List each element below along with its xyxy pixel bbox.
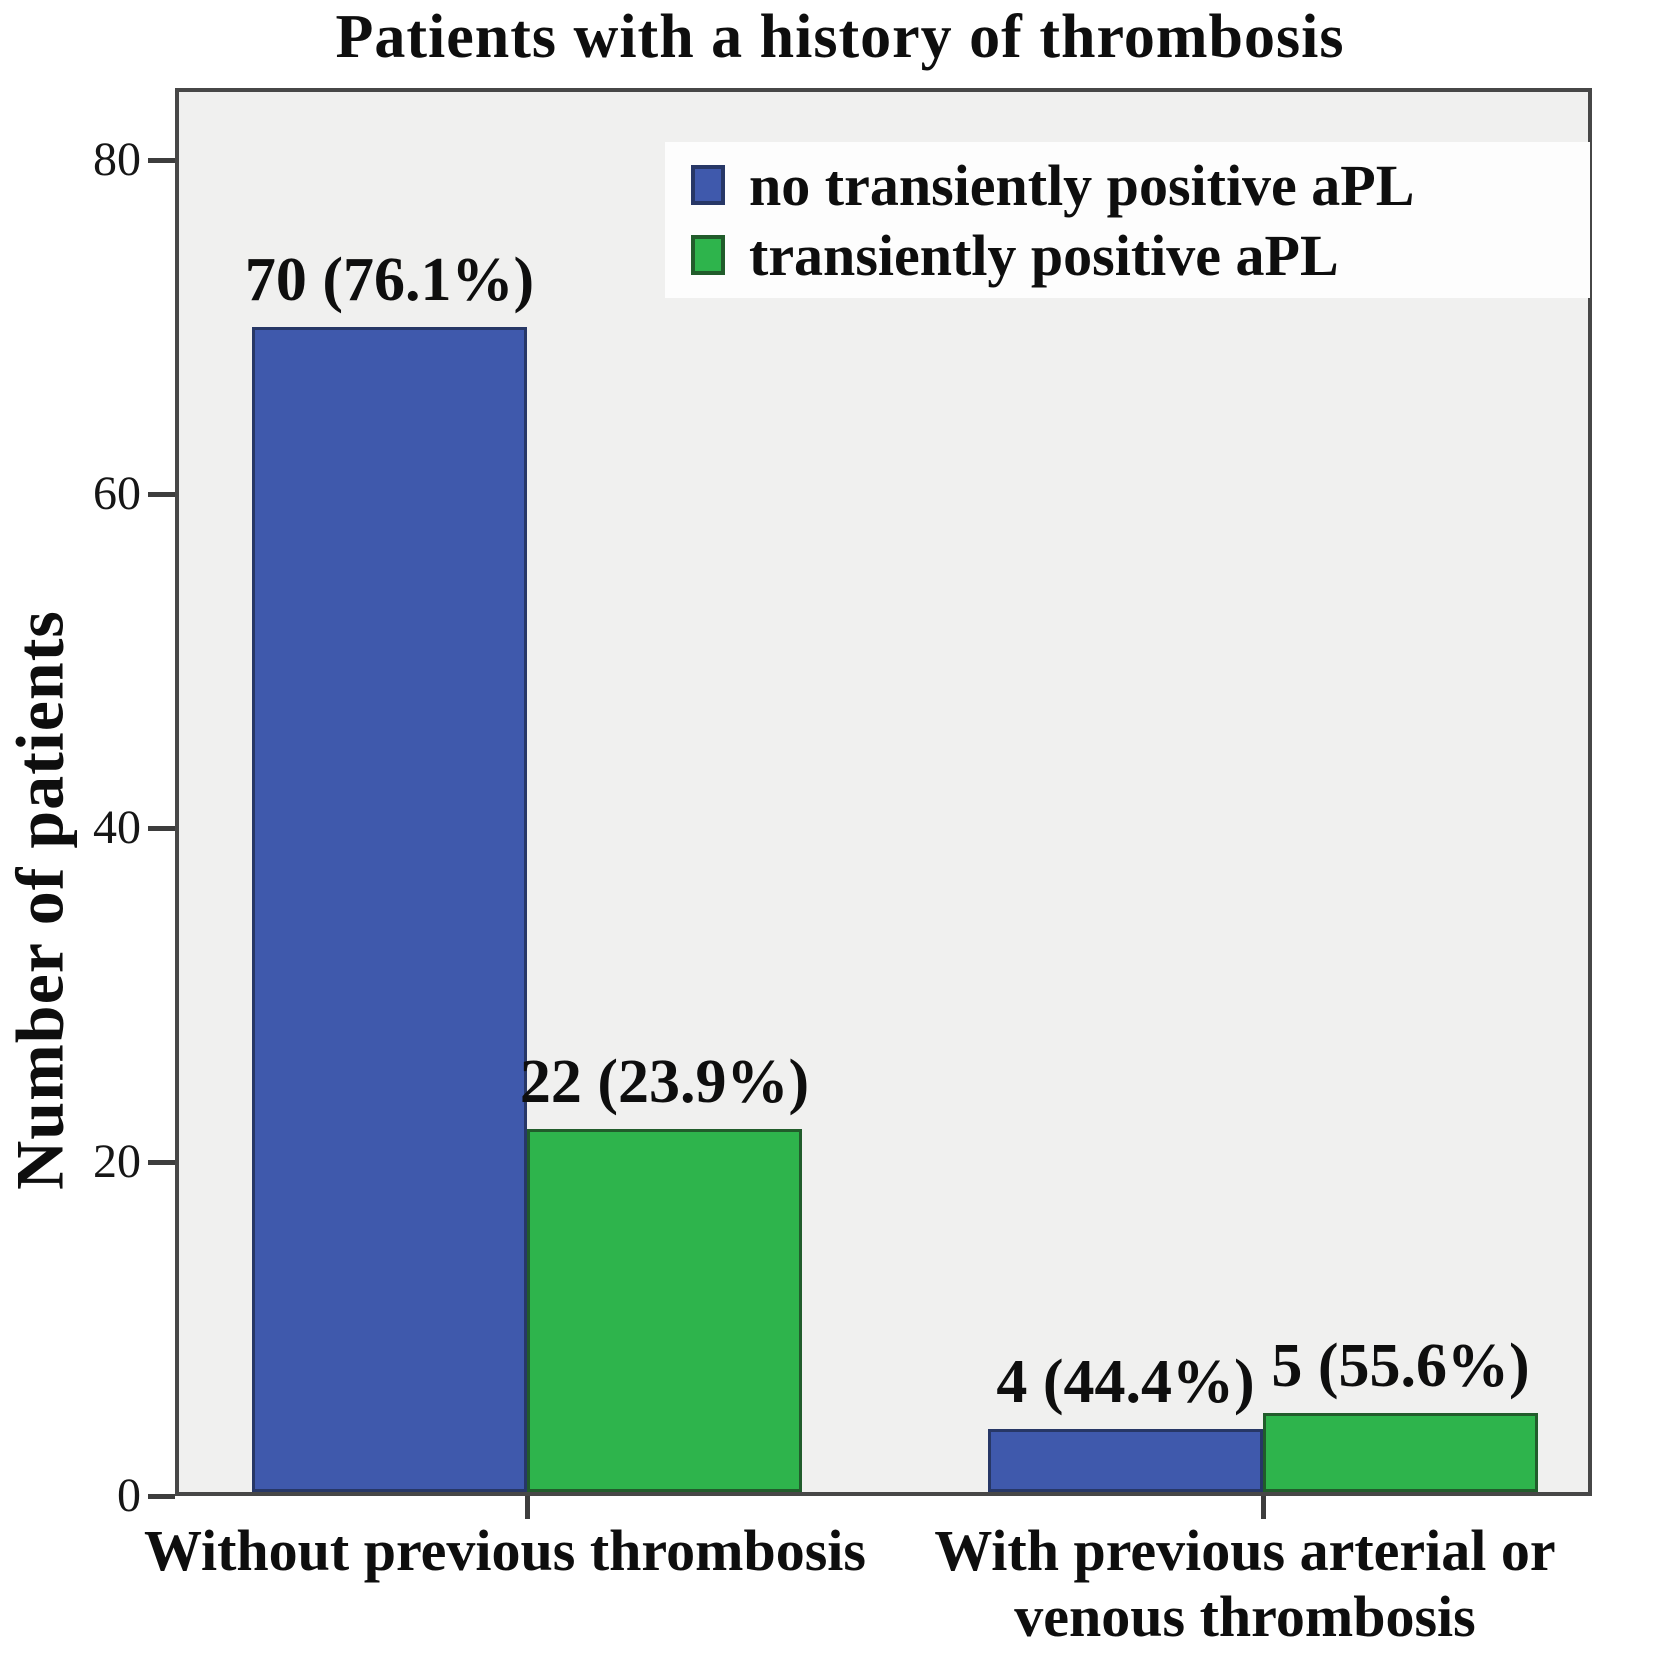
legend-label: no transiently positive aPL <box>749 152 1415 218</box>
y-axis-tick <box>148 1494 175 1499</box>
y-axis-title: Number of patients <box>1 610 78 1190</box>
x-category-label: With previous arterial or venous thrombo… <box>934 1518 1556 1649</box>
legend-label: transiently positive aPL <box>749 222 1339 288</box>
legend-item: no transiently positive aPL <box>691 150 1590 220</box>
y-axis-tick-label: 0 <box>117 1469 141 1522</box>
bar-value-label: 5 (55.6%) <box>1271 1332 1530 1400</box>
legend: no transiently positive aPL transiently … <box>665 142 1590 298</box>
bar-green-group2 <box>1263 1413 1538 1492</box>
legend-swatch <box>691 235 725 275</box>
x-axis-tick <box>525 1496 530 1519</box>
bar-blue-group2 <box>988 1429 1263 1492</box>
y-axis-tick-label: 20 <box>93 1135 141 1188</box>
y-axis-tick <box>148 1160 175 1165</box>
y-axis-tick <box>148 826 175 831</box>
legend-swatch <box>691 165 725 205</box>
bar-value-label: 22 (23.9%) <box>519 1048 810 1116</box>
x-category-label: Without previous thrombosis <box>144 1518 866 1583</box>
x-axis-tick <box>1261 1496 1266 1519</box>
bar-green-group1 <box>527 1129 802 1492</box>
y-axis-tick <box>148 492 175 497</box>
bar-value-label: 70 (76.1%) <box>244 246 535 314</box>
y-axis-tick-label: 60 <box>93 467 141 520</box>
legend-item: transiently positive aPL <box>691 220 1590 290</box>
chart-title: Patients with a history of thrombosis <box>335 3 1345 71</box>
bar-value-label: 4 (44.4%) <box>996 1348 1255 1416</box>
y-axis-tick <box>148 158 175 163</box>
y-axis-tick-label: 80 <box>93 133 141 186</box>
y-axis-tick-label: 40 <box>93 801 141 854</box>
bar-blue-group1 <box>252 327 527 1492</box>
